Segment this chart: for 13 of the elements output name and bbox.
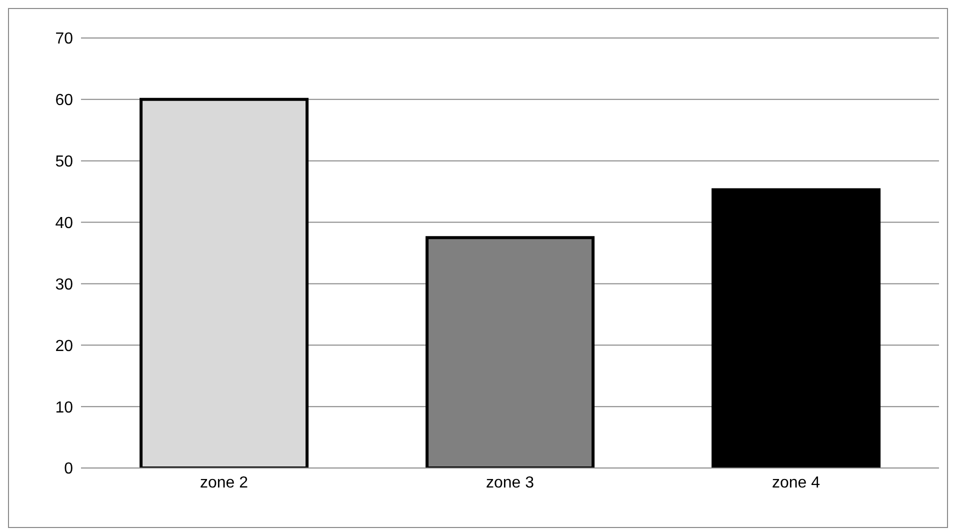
y-tick-label: 0 <box>64 460 74 478</box>
x-tick-label: zone 3 <box>486 474 534 492</box>
x-tick-label: zone 2 <box>200 474 248 492</box>
y-tick-label: 20 <box>55 338 74 355</box>
bar <box>140 98 309 468</box>
y-tick-label: 70 <box>55 30 74 48</box>
y-tick-label: 10 <box>55 399 74 416</box>
bar <box>712 188 881 468</box>
y-tick-label: 30 <box>55 276 74 294</box>
y-tick-label: 40 <box>55 214 74 232</box>
y-tick-label: 50 <box>55 154 74 171</box>
x-tick-label: zone 4 <box>772 474 820 492</box>
y-tick-label: 60 <box>55 92 74 110</box>
